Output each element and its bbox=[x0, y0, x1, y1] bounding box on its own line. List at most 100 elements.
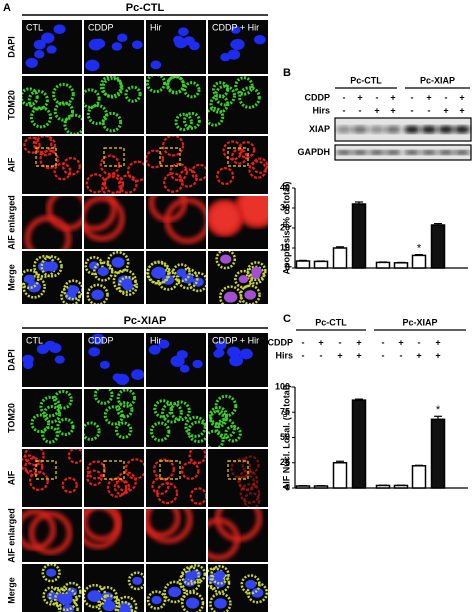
merge-nucleus bbox=[119, 606, 129, 612]
y-tick-label: 40 bbox=[280, 182, 290, 192]
merge-nucleus bbox=[91, 289, 104, 300]
nucleus bbox=[117, 33, 128, 43]
band bbox=[385, 125, 401, 134]
aif bbox=[216, 167, 235, 186]
mito bbox=[182, 111, 201, 130]
merge-ring bbox=[127, 571, 144, 591]
cells bbox=[84, 251, 139, 304]
merge-ring bbox=[239, 284, 261, 304]
aif bbox=[39, 149, 59, 170]
nucleus bbox=[54, 355, 65, 364]
band bbox=[385, 150, 401, 155]
merge-nucleus bbox=[58, 593, 73, 605]
merge-nucleus bbox=[214, 570, 226, 580]
micrograph bbox=[208, 509, 268, 562]
y-tick-label: 75 bbox=[280, 407, 290, 417]
y-tick-label: 10 bbox=[280, 242, 290, 252]
nucleus bbox=[49, 343, 62, 354]
micrograph bbox=[146, 196, 206, 249]
blot bbox=[334, 117, 472, 142]
band bbox=[404, 125, 420, 134]
aif bbox=[163, 172, 184, 193]
row-label: TOM20 bbox=[6, 403, 16, 433]
merge-nucleus bbox=[251, 266, 263, 276]
aif bbox=[241, 455, 260, 474]
row-label: DAPI bbox=[6, 36, 16, 58]
condition-label: CDDP bbox=[267, 337, 293, 347]
micrograph: Hir bbox=[146, 20, 206, 74]
mito bbox=[146, 76, 167, 94]
y-axis-label: AIF Nucl. Local. (% total) bbox=[281, 385, 291, 491]
micrograph bbox=[84, 76, 144, 134]
band bbox=[352, 150, 368, 155]
nucleus bbox=[179, 364, 190, 373]
aif-blob bbox=[146, 509, 181, 538]
mito bbox=[169, 400, 191, 422]
aif bbox=[188, 449, 206, 465]
cells bbox=[146, 564, 206, 612]
merge-nucleus bbox=[213, 577, 226, 588]
micrograph bbox=[208, 136, 268, 194]
mito bbox=[214, 394, 238, 418]
condition-sign: + bbox=[459, 92, 464, 102]
cells bbox=[22, 82, 82, 134]
row-label: AIF enlarged bbox=[6, 195, 16, 250]
aif-blob bbox=[84, 196, 117, 232]
mito bbox=[30, 413, 51, 434]
merge-ring bbox=[246, 581, 268, 604]
mito bbox=[101, 76, 124, 99]
merge-ring bbox=[234, 269, 253, 289]
mito bbox=[86, 103, 109, 126]
nucleus bbox=[85, 59, 100, 72]
roi-box bbox=[159, 147, 181, 167]
merge-nucleus bbox=[89, 261, 100, 270]
merge-ring bbox=[215, 251, 237, 270]
mito bbox=[84, 421, 101, 441]
bar bbox=[411, 254, 427, 269]
mito bbox=[149, 421, 171, 442]
cells bbox=[25, 24, 66, 68]
merge-nucleus bbox=[244, 290, 257, 300]
block-title: Pc-CTL bbox=[126, 2, 165, 14]
cells bbox=[84, 196, 125, 242]
cells bbox=[22, 255, 82, 304]
nucleus bbox=[99, 360, 110, 369]
micrograph: CDDP bbox=[84, 20, 144, 74]
micrograph bbox=[146, 509, 206, 562]
merge-nucleus bbox=[111, 257, 125, 268]
column-label: Hir bbox=[150, 22, 162, 32]
mito bbox=[27, 89, 49, 111]
group-label: Pc-CTL bbox=[315, 317, 347, 327]
band-label: XIAP bbox=[309, 124, 330, 134]
group-label: Pc-CTL bbox=[350, 75, 382, 85]
nucleus bbox=[46, 45, 57, 54]
mito bbox=[63, 113, 82, 134]
column-label: CDDP + Hir bbox=[212, 335, 259, 345]
condition-label: Hirs bbox=[275, 350, 293, 360]
aif bbox=[113, 479, 131, 496]
cells bbox=[230, 455, 261, 507]
aif bbox=[24, 457, 44, 477]
micrograph: CDDP + Hir bbox=[208, 333, 268, 387]
aif bbox=[86, 469, 103, 486]
y-axis-label: Apoptosis (% of total) bbox=[281, 182, 291, 275]
merge-ring bbox=[210, 565, 230, 585]
merge-nucleus bbox=[176, 268, 187, 277]
nucleus bbox=[131, 40, 143, 50]
mito bbox=[208, 106, 225, 127]
cells bbox=[84, 389, 137, 441]
cells bbox=[149, 399, 206, 444]
micrograph bbox=[22, 449, 82, 507]
condition-sign: + bbox=[390, 105, 395, 115]
merge-ring bbox=[163, 580, 186, 604]
row-label: Merge bbox=[6, 577, 16, 604]
merge-nucleus bbox=[251, 587, 264, 598]
bar bbox=[313, 485, 329, 489]
micrograph bbox=[22, 76, 82, 134]
nucleus bbox=[177, 27, 189, 37]
nucleus bbox=[230, 40, 242, 49]
micrograph bbox=[84, 509, 144, 562]
column-label: CDDP + Hir bbox=[212, 22, 259, 32]
micrograph bbox=[208, 76, 268, 134]
nucleus bbox=[215, 340, 227, 350]
